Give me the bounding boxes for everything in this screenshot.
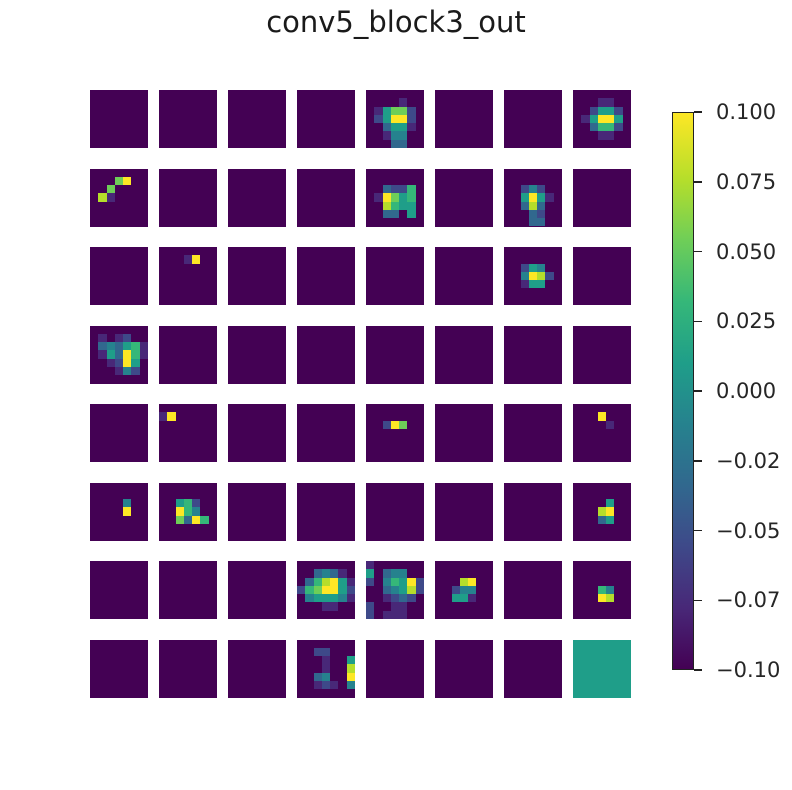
feature-map-tile — [366, 640, 424, 698]
feature-map-tile — [228, 90, 286, 148]
feature-map-tile — [159, 247, 217, 305]
feature-map-tile — [366, 326, 424, 384]
feature-map-tile — [435, 640, 493, 698]
feature-map-tile — [504, 404, 562, 462]
feature-map-tile — [435, 483, 493, 541]
feature-map-tile — [504, 247, 562, 305]
colorbar-tick-label: 0.075 — [716, 171, 776, 193]
feature-map-tile — [573, 640, 631, 698]
colorbar-tick-label: 0.000 — [716, 380, 776, 402]
feature-map-tile — [228, 169, 286, 227]
feature-map-tile — [90, 561, 148, 619]
colorbar-tick-label: −0.02 — [716, 450, 780, 472]
colorbar-tick-label: −0.05 — [716, 520, 780, 542]
feature-map-tile — [504, 561, 562, 619]
feature-map-tile — [366, 404, 424, 462]
feature-map-tile — [297, 483, 355, 541]
feature-map-tile — [435, 169, 493, 227]
feature-map-tile — [159, 169, 217, 227]
colorbar-tick-label: −0.10 — [716, 659, 780, 681]
feature-map-tile — [297, 640, 355, 698]
colorbar-tick — [694, 181, 702, 183]
colorbar-tick — [694, 460, 702, 462]
feature-map-tile — [297, 247, 355, 305]
feature-map-tile — [435, 247, 493, 305]
feature-map-tile — [159, 561, 217, 619]
colorbar-tick — [694, 321, 702, 323]
feature-map-tile — [504, 483, 562, 541]
feature-map-tile — [297, 404, 355, 462]
feature-map-tile — [366, 247, 424, 305]
colorbar-tick-label: 0.050 — [716, 241, 776, 263]
feature-map-grid — [0, 0, 660, 720]
colorbar-tick — [694, 530, 702, 532]
feature-map-tile — [159, 483, 217, 541]
feature-map-tile — [573, 561, 631, 619]
feature-map-tile — [504, 640, 562, 698]
feature-map-tile — [228, 247, 286, 305]
feature-map-tile — [90, 169, 148, 227]
colorbar-tick-label: 0.025 — [716, 310, 776, 332]
colorbar-tick-label: 0.100 — [716, 101, 776, 123]
feature-map-tile — [435, 404, 493, 462]
feature-map-tile — [435, 561, 493, 619]
feature-map-tile — [366, 90, 424, 148]
feature-map-tile — [90, 90, 148, 148]
feature-map-tile — [297, 90, 355, 148]
feature-map-tile — [366, 169, 424, 227]
feature-map-tile — [90, 483, 148, 541]
feature-map-tile — [228, 326, 286, 384]
feature-map-tile — [90, 640, 148, 698]
feature-map-tile — [366, 483, 424, 541]
feature-map-tile — [90, 326, 148, 384]
colorbar — [672, 112, 694, 670]
feature-map-tile — [573, 169, 631, 227]
feature-map-tile — [573, 404, 631, 462]
feature-map-tile — [573, 326, 631, 384]
colorbar-tick — [694, 669, 702, 671]
feature-map-tile — [504, 169, 562, 227]
feature-map-tile — [159, 404, 217, 462]
feature-map-tile — [159, 640, 217, 698]
feature-map-tile — [90, 247, 148, 305]
feature-map-tile — [159, 90, 217, 148]
feature-map-tile — [573, 247, 631, 305]
colorbar-tick — [694, 600, 702, 602]
feature-map-tile — [504, 326, 562, 384]
feature-map-tile — [435, 90, 493, 148]
colorbar-tick — [694, 251, 702, 253]
feature-map-tile — [573, 90, 631, 148]
feature-map-tile — [228, 404, 286, 462]
feature-map-tile — [159, 326, 217, 384]
feature-map-tile — [90, 404, 148, 462]
colorbar-tick — [694, 111, 702, 113]
feature-map-tile — [297, 326, 355, 384]
feature-map-tile — [435, 326, 493, 384]
feature-map-tile — [228, 483, 286, 541]
colorbar-tick-label: −0.07 — [716, 589, 780, 611]
feature-map-tile — [504, 90, 562, 148]
feature-map-tile — [297, 561, 355, 619]
feature-map-tile — [573, 483, 631, 541]
feature-map-tile — [228, 561, 286, 619]
feature-map-tile — [228, 640, 286, 698]
colorbar-tick — [694, 390, 702, 392]
feature-map-tile — [366, 561, 424, 619]
feature-map-tile — [297, 169, 355, 227]
